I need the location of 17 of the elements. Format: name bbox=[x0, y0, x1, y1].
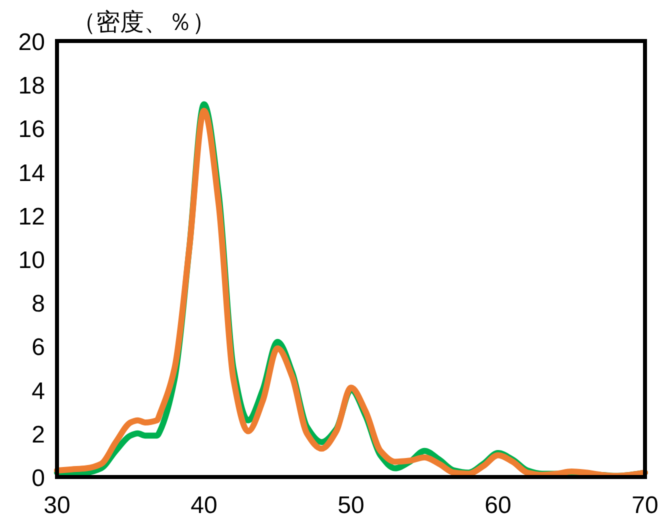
y-tick-label: 6 bbox=[32, 334, 45, 362]
y-tick-label: 8 bbox=[32, 290, 45, 318]
x-tick-label: 60 bbox=[484, 492, 512, 519]
y-tick-label: 4 bbox=[32, 378, 45, 405]
y-tick-label: 18 bbox=[18, 72, 45, 100]
y-tick-label: 20 bbox=[18, 29, 45, 56]
x-tick-label: 70 bbox=[632, 492, 658, 519]
y-tick-label: 0 bbox=[32, 465, 45, 492]
x-tick-label: 40 bbox=[190, 492, 218, 519]
y-axis-title: （密度、％） bbox=[72, 9, 216, 36]
y-tick-label: 14 bbox=[18, 160, 45, 187]
x-tick-label: 30 bbox=[44, 492, 70, 519]
x-tick-label: 50 bbox=[338, 492, 364, 519]
y-tick-label: 10 bbox=[18, 247, 45, 274]
y-tick-label: 12 bbox=[18, 203, 45, 230]
y-tick-label: 16 bbox=[18, 116, 45, 144]
y-tick-label: 2 bbox=[32, 421, 45, 448]
